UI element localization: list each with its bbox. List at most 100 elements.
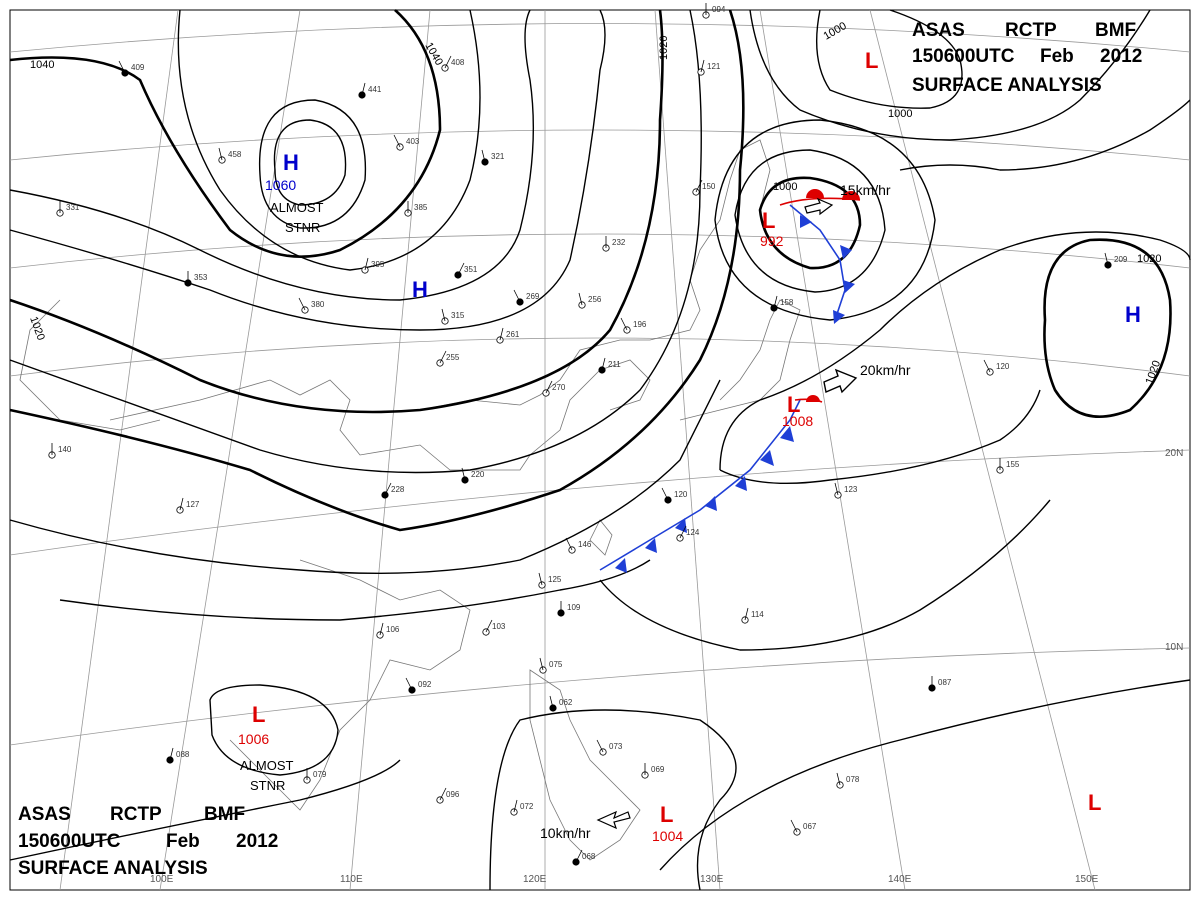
longitude-label: 140E [888, 874, 912, 885]
movement-note: STNR [250, 778, 285, 793]
wind-barb [179, 497, 184, 511]
isobar-east-1 [599, 499, 1051, 651]
station-pressure: 380 [311, 300, 325, 309]
station-pressure: 351 [464, 265, 478, 274]
wind-barb [549, 695, 554, 709]
isobar-1040-a [9, 9, 442, 258]
wind-barb [439, 787, 447, 801]
title-year: 2012 [1100, 46, 1142, 67]
station-pressure: 395 [371, 260, 385, 269]
warm-front-semicircle [806, 395, 820, 402]
station-pressure: 158 [780, 298, 794, 307]
wind-barb [439, 350, 447, 364]
wind-barb [983, 359, 991, 373]
isobars [9, 9, 1191, 891]
isobar-north-east-b [899, 99, 1191, 171]
station-pressure: 079 [313, 770, 327, 779]
title-code: BMF [204, 804, 245, 825]
wind-barb [773, 295, 778, 309]
wind-barb [620, 317, 628, 331]
wind-barb [481, 149, 486, 163]
station-pressure: 073 [609, 742, 623, 751]
wind-barb [565, 537, 573, 551]
isobar-south-2 [489, 709, 737, 891]
isobar-row-6 [59, 559, 651, 621]
isobar-south-1 [9, 759, 401, 861]
station-pressure: 196 [633, 320, 647, 329]
movement-note: STNR [285, 220, 320, 235]
longitude-label: 120E [523, 874, 547, 885]
station-pressure: 068 [582, 852, 596, 861]
movement-note: ALMOST [270, 200, 324, 215]
isobar-row-2 [9, 9, 606, 331]
station-pressure: 106 [386, 625, 400, 634]
cold-front-tri [705, 496, 717, 511]
wind-barb [169, 747, 174, 761]
station-pressure: 078 [846, 775, 860, 784]
station-pressure: 109 [567, 603, 581, 612]
longitude-line [654, 9, 721, 891]
high-pressure-center-symbol: H [283, 150, 299, 175]
station-pressure: 256 [588, 295, 602, 304]
movement-arrows [596, 197, 858, 830]
latitude-line [9, 23, 1191, 53]
title-time: 150600UTC [912, 46, 1015, 67]
station-pressure: 094 [712, 5, 726, 14]
title-station: RCTP [110, 804, 162, 825]
station-pressure: 114 [751, 610, 764, 619]
wind-barb [384, 482, 392, 496]
title-station: RCTP [1005, 20, 1057, 41]
station-pressure: 127 [186, 500, 200, 509]
wind-barb [539, 657, 544, 671]
low-pressure-center-symbol: L [787, 392, 800, 417]
warm-front-semicircle [842, 191, 860, 200]
isobar-low-ring-2 [734, 149, 886, 293]
wind-barb [578, 292, 583, 306]
cold-front-tri [760, 450, 774, 466]
wind-barb [700, 59, 705, 73]
station-pressure: 067 [803, 822, 817, 831]
station-pressure: 408 [451, 58, 465, 67]
movement-arrow-icon [823, 368, 858, 394]
wind-barb [836, 772, 841, 786]
low-pressure-value: 1006 [238, 731, 269, 747]
station-pressure: 220 [471, 470, 485, 479]
isobar-row-3 [9, 9, 702, 474]
latitude-line [9, 233, 1191, 269]
title-block-top-right: ASAS RCTP BMF 150600UTC Feb 2012 SURFACE… [912, 20, 1142, 96]
isobar-north-east [749, 9, 1151, 141]
station-pressure: 211 [608, 360, 621, 369]
movement-speed-label: 15km/hr [840, 182, 891, 198]
station-pressure: 140 [58, 445, 72, 454]
station-pressure: 155 [1006, 460, 1020, 469]
movement-speed-label: 10km/hr [540, 825, 591, 841]
wind-barb [118, 60, 126, 74]
wind-barb [695, 179, 703, 193]
station-pressure: 270 [552, 383, 566, 392]
wind-barb [444, 55, 452, 69]
wind-barb [679, 525, 687, 539]
longitude-label-partial: 100E [150, 874, 174, 885]
wind-barb [596, 739, 604, 753]
wind-barb [461, 467, 466, 481]
station-pressure: 087 [938, 678, 952, 687]
wind-barb [393, 134, 401, 148]
title-code: BMF [1095, 20, 1136, 41]
station-pressure: 150 [702, 182, 716, 191]
isobar-label: 1020 [27, 315, 47, 342]
station-pressure: 146 [578, 540, 592, 549]
isobar-row-4 [9, 9, 745, 532]
wind-barb [405, 677, 413, 691]
longitude-label: 150E [1075, 874, 1099, 885]
longitude-line [869, 9, 1096, 891]
high-pressure-center-symbol: H [1125, 302, 1141, 327]
station-pressure: 403 [406, 137, 420, 146]
latitude-label: 10N [1165, 642, 1183, 653]
isobar-label: 1020 [1137, 253, 1161, 265]
title-block-bottom-left: ASAS RCTP BMF 150600UTC Feb 2012 SURFACE… [18, 804, 278, 879]
coastline-korea-russia [419, 139, 771, 411]
cold-front-tri [833, 310, 845, 324]
isobar-1000-low [758, 176, 862, 270]
wind-barb [545, 380, 553, 394]
isobar-east-2 [659, 679, 1191, 871]
